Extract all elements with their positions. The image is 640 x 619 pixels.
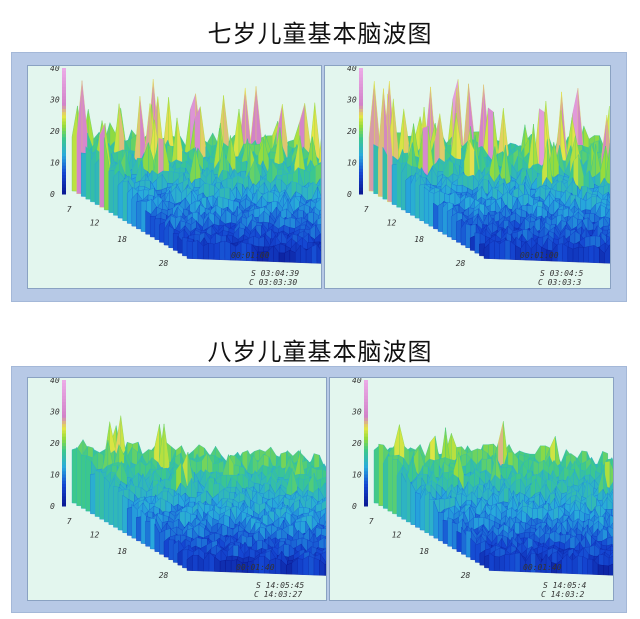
z-tick-label: 30 <box>49 408 60 417</box>
eeg-panel-eight-left: 0 10 20 30 40 7 12 18 28 00:01:40 S 14:05:45 C 14:0… <box>27 377 327 601</box>
freq-tick-label: 7 <box>364 205 369 214</box>
start-time-stamp: S 03:04:39 <box>251 269 299 278</box>
freq-tick-label: 28 <box>159 259 169 268</box>
freq-tick-label: 12 <box>90 531 100 540</box>
title-seven-year: 七岁儿童基本脑波图 <box>207 20 433 48</box>
time-axis-label: 00:01:40 <box>236 563 275 572</box>
clock-time-stamp: C 03:03:30 <box>249 278 297 287</box>
freq-tick-label: 7 <box>369 517 374 526</box>
z-colorbar <box>62 68 66 195</box>
freq-tick-label: 18 <box>419 547 429 556</box>
z-tick-label: 0 <box>352 502 357 511</box>
z-tick-label: 30 <box>351 408 362 417</box>
z-tick-label: 0 <box>50 502 55 511</box>
z-tick-label: 30 <box>346 96 357 105</box>
title-eight-year: 八岁儿童基本脑波图 <box>207 338 433 366</box>
freq-tick-label: 12 <box>387 219 397 228</box>
freq-tick-label: 18 <box>117 235 127 244</box>
start-time-stamp: S 03:04:5 <box>540 269 584 278</box>
z-tick-label: 20 <box>50 439 60 448</box>
z-tick-label: 40 <box>347 66 357 73</box>
z-tick-label: 30 <box>49 96 60 105</box>
freq-tick-label: 18 <box>414 235 424 244</box>
surface-mesh <box>71 415 326 576</box>
z-tick-label: 10 <box>352 471 362 480</box>
freq-tick-label: 7 <box>67 205 72 214</box>
z-tick-label: 20 <box>347 127 357 136</box>
z-tick-label: 40 <box>50 66 60 73</box>
surface-mesh <box>368 79 610 264</box>
z-tick-label: 10 <box>50 159 60 168</box>
z-tick-label: 0 <box>347 190 352 199</box>
eeg-panel-seven-right: 0 10 20 30 40 7 12 18 28 00:01:00 S 03:04:5 C 03:03… <box>324 65 611 289</box>
z-tick-label: 20 <box>50 127 60 136</box>
surface-plot: 0 10 20 30 40 7 12 18 28 00:01:40 S 14:05:45C 14:0… <box>49 378 326 599</box>
clock-time-stamp: C 14:03:27 <box>254 590 302 599</box>
z-tick-label: 20 <box>352 439 362 448</box>
clock-time-stamp: C 03:03:3 <box>538 278 582 287</box>
z-tick-label: 0 <box>50 190 55 199</box>
surface-plot: 0 10 20 30 40 7 12 18 28 00:01:40 S 14:05:4C 14:03… <box>351 378 613 599</box>
time-axis-label: 00:01:40 <box>523 563 562 572</box>
surface-mesh <box>373 421 613 576</box>
z-tick-label: 40 <box>50 378 60 385</box>
eeg-panel-eight-right: 0 10 20 30 40 7 12 18 28 00:01:40 S 14:05:4 C 14:03… <box>329 377 614 601</box>
z-colorbar <box>364 380 368 507</box>
z-tick-label: 40 <box>352 378 362 385</box>
surface-plot: 0 10 20 30 40 7 12 18 28 00:01:00 S 03:04:5C 03:03… <box>346 66 610 287</box>
freq-tick-label: 12 <box>392 531 402 540</box>
surface-plot: 0 10 20 30 40 7 12 18 28 00:01:00 S 03:04:39C 03:0… <box>49 66 321 287</box>
clock-time-stamp: C 14:03:2 <box>541 590 585 599</box>
freq-tick-label: 7 <box>67 517 72 526</box>
freq-tick-label: 28 <box>461 571 471 580</box>
z-tick-label: 10 <box>347 159 357 168</box>
start-time-stamp: S 14:05:4 <box>543 581 587 590</box>
freq-tick-label: 12 <box>90 219 100 228</box>
z-colorbar <box>359 68 363 195</box>
z-tick-label: 10 <box>50 471 60 480</box>
start-time-stamp: S 14:05:45 <box>256 581 304 590</box>
time-axis-label: 00:01:00 <box>520 251 559 260</box>
surface-mesh <box>71 78 321 264</box>
eeg-panel-seven-left: 0 10 20 30 40 7 12 18 28 00:01:00 S 03:04:39 C 03:0… <box>27 65 322 289</box>
freq-tick-label: 28 <box>159 571 169 580</box>
z-colorbar <box>62 380 66 507</box>
freq-tick-label: 28 <box>456 259 466 268</box>
freq-tick-label: 18 <box>117 547 127 556</box>
time-axis-label: 00:01:00 <box>231 251 270 260</box>
